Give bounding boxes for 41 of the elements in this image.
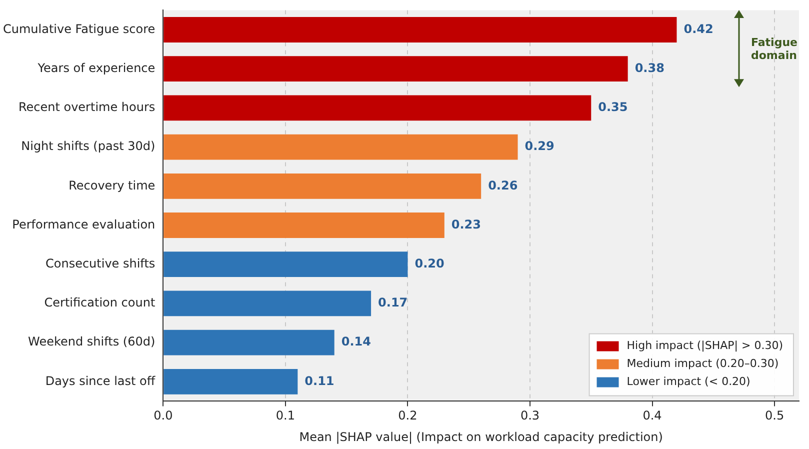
data-label: 0.20 — [414, 256, 444, 270]
bar — [164, 173, 482, 199]
x-tick-label: 0.5 — [765, 408, 784, 423]
y-tick-label: Recovery time — [68, 178, 156, 192]
bar — [164, 56, 628, 82]
x-tick-label: 0.1 — [276, 408, 295, 423]
legend-label: Medium impact (0.20–0.30) — [626, 357, 779, 370]
legend-label: High impact (|SHAP| > 0.30) — [626, 339, 784, 352]
data-label: 0.26 — [488, 178, 518, 192]
y-tick-label: Consecutive shifts — [45, 256, 156, 270]
data-label: 0.42 — [684, 22, 714, 36]
data-label: 0.11 — [304, 374, 334, 388]
bar — [164, 368, 298, 394]
annotation: Fatigue domain — [751, 36, 798, 62]
bar — [164, 330, 334, 356]
bar — [164, 252, 408, 278]
y-tick-label: Recent overtime hours — [18, 100, 156, 114]
y-tick-label: Cumulative Fatigue score — [2, 22, 156, 36]
bar — [164, 212, 444, 238]
x-tick-label: 0.2 — [398, 408, 418, 423]
bar — [164, 290, 372, 316]
bar — [164, 17, 677, 42]
data-label: 0.35 — [598, 100, 628, 114]
data-label: 0.23 — [451, 217, 482, 232]
bar — [164, 95, 592, 121]
y-tick-label: Weekend shifts (60d) — [28, 334, 156, 349]
data-label: 0.17 — [378, 296, 408, 310]
y-tick-label: Years of experience — [36, 60, 156, 75]
data-label: 0.14 — [341, 334, 371, 349]
x-tick-label: 0.0 — [154, 408, 173, 423]
x-tick-label: 0.4 — [642, 408, 662, 423]
legend-label: Lower impact (< 0.20) — [626, 375, 750, 388]
data-label: 0.29 — [524, 139, 554, 154]
y-tick-label: Days since last off — [45, 374, 156, 388]
data-label: 0.38 — [634, 60, 664, 75]
x-tick-label: 0.3 — [520, 408, 540, 423]
bar — [164, 134, 518, 160]
y-tick-label: Night shifts (past 30d) — [21, 139, 156, 154]
y-tick-label: Certification count — [44, 296, 156, 310]
x-axis-title: Mean |SHAP value| (Impact on workload capacity prediction) — [299, 430, 663, 444]
y-tick-label: Performance evaluation — [12, 217, 156, 232]
